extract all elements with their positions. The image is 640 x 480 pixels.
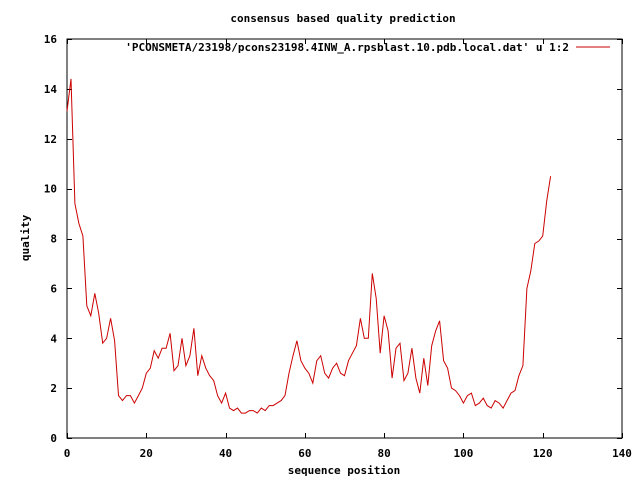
x-tick-label: 60 bbox=[298, 447, 311, 460]
x-tick-label: 0 bbox=[64, 447, 71, 460]
y-tick-label: 14 bbox=[44, 83, 58, 96]
y-tick-label: 10 bbox=[44, 183, 57, 196]
y-tick-label: 16 bbox=[44, 33, 58, 46]
legend-label: 'PCONSMETA/23198/pcons23198.4INW_A.rpsbl… bbox=[125, 41, 569, 54]
y-axis-label: quality bbox=[19, 214, 32, 261]
y-tick-label: 8 bbox=[50, 233, 57, 246]
y-tick-label: 4 bbox=[50, 332, 57, 345]
legend: 'PCONSMETA/23198/pcons23198.4INW_A.rpsbl… bbox=[125, 41, 610, 54]
y-tick-label: 2 bbox=[50, 382, 57, 395]
x-tick-label: 80 bbox=[378, 447, 391, 460]
x-axis: 0 20 40 60 80 100 120 140 bbox=[64, 39, 632, 460]
x-tick-label: 20 bbox=[140, 447, 153, 460]
y-axis: 0 2 4 6 8 10 12 14 16 bbox=[44, 33, 622, 445]
series-line bbox=[66, 78, 552, 414]
x-tick-label: 140 bbox=[612, 447, 632, 460]
plot-frame bbox=[66, 38, 623, 439]
x-tick-label: 120 bbox=[533, 447, 553, 460]
y-tick-label: 12 bbox=[44, 133, 57, 146]
chart-title: consensus based quality prediction bbox=[230, 12, 455, 25]
x-axis-label: sequence position bbox=[288, 464, 401, 477]
x-tick-label: 40 bbox=[219, 447, 232, 460]
y-tick-label: 6 bbox=[50, 282, 57, 295]
x-tick-label: 100 bbox=[453, 447, 473, 460]
y-tick-label: 0 bbox=[50, 432, 57, 445]
